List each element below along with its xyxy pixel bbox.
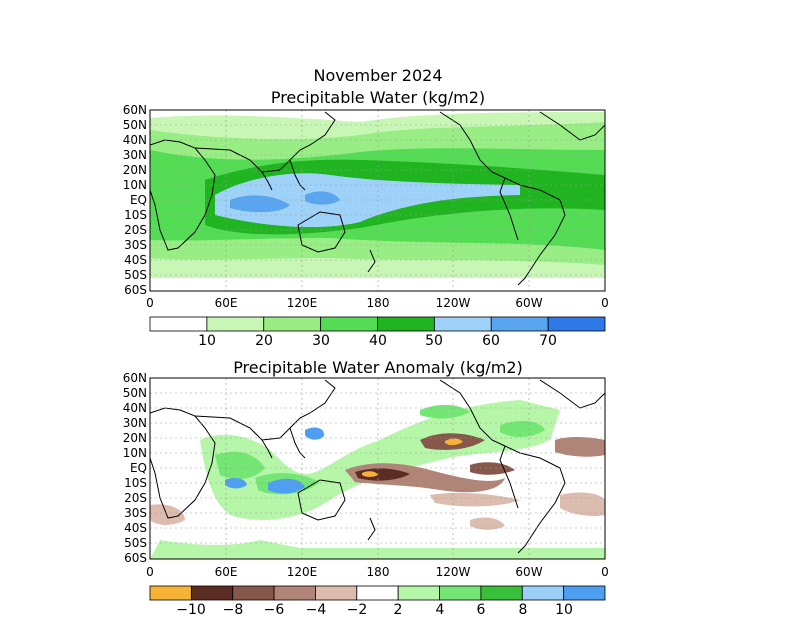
- lat-label: 30N: [123, 416, 147, 430]
- lat-label: 30S: [124, 238, 147, 252]
- panel2-lon-labels: 0 60E 120E 180 120W 60W 0: [146, 565, 609, 579]
- colorbar2-swatch: [397, 585, 440, 601]
- colorbar2-swatch: [190, 585, 234, 601]
- lat-label: EQ: [130, 193, 147, 207]
- lat-label: 50S: [124, 268, 147, 282]
- panel2-coastlines: [150, 379, 605, 554]
- lon-label: 60E: [215, 565, 238, 579]
- panel1-map: [149, 109, 606, 292]
- lat-label: 40S: [124, 521, 147, 535]
- colorbar1-swatch: [149, 316, 208, 332]
- lat-label: 10S: [124, 208, 147, 222]
- panel1-grid: [150, 110, 605, 291]
- lat-label: 50N: [123, 118, 147, 132]
- colorbar2-swatch: [439, 585, 482, 601]
- panel1-lon-labels: 0 60E 120E 180 120W 60W 0: [146, 296, 609, 310]
- lon-label: 60W: [515, 296, 542, 310]
- colorbar1-label: 40: [369, 333, 387, 349]
- lon-label: 120E: [287, 565, 318, 579]
- colorbar2-label: 8: [519, 602, 528, 618]
- panel2-field: [150, 400, 605, 559]
- colorbar2-swatch: [356, 585, 399, 601]
- colorbar2-labels: −10 −8 −6 −4 −2 2 4 6 8 10: [176, 602, 573, 618]
- figure-title: November 2024: [313, 66, 442, 85]
- lat-label: EQ: [130, 461, 147, 475]
- lat-label: 20S: [124, 223, 147, 237]
- lon-label: 180: [367, 565, 390, 579]
- lat-label: 10S: [124, 476, 147, 490]
- colorbar1-swatch: [320, 316, 378, 332]
- lat-label: 10N: [123, 178, 147, 192]
- colorbar2-label: 2: [394, 602, 403, 618]
- colorbar1-swatch: [377, 316, 435, 332]
- colorbar1: [149, 316, 606, 332]
- colorbar2-label: 10: [555, 602, 573, 618]
- colorbar1-label: 70: [539, 333, 557, 349]
- lat-label: 60S: [124, 551, 147, 565]
- colorbar1-swatch: [263, 316, 322, 332]
- panel2-lat-labels: 60N 50N 40N 30N 20N 10N EQ 10S 20S 30S 4…: [123, 371, 147, 565]
- colorbar2-swatch: [149, 585, 192, 601]
- lat-label: 40N: [123, 401, 147, 415]
- lat-label: 50N: [123, 386, 147, 400]
- colorbar1-swatch: [206, 316, 265, 332]
- colorbar1-labels: 10 20 30 40 50 60 70: [198, 333, 557, 349]
- panel1-title: Precipitable Water (kg/m2): [271, 88, 485, 107]
- colorbar2-swatch: [521, 585, 565, 601]
- colorbar1-label: 50: [425, 333, 443, 349]
- panel1-field: [150, 112, 605, 278]
- colorbar2-label: −2: [347, 602, 368, 618]
- colorbar1-swatch: [547, 316, 606, 332]
- colorbar1-label: 30: [312, 333, 330, 349]
- colorbar1-swatch: [433, 316, 492, 332]
- lon-label: 0: [601, 565, 609, 579]
- colorbar2-label: 6: [477, 602, 486, 618]
- panel1-lat-labels: 60N 50N 40N 30N 20N 10N EQ 10S 20S 30S 4…: [123, 103, 147, 297]
- lat-label: 30S: [124, 506, 147, 520]
- colorbar1-label: 10: [198, 333, 216, 349]
- colorbar2-label: −10: [176, 602, 206, 618]
- lat-label: 60N: [123, 103, 147, 117]
- lon-label: 60E: [215, 296, 238, 310]
- lat-label: 40N: [123, 133, 147, 147]
- lon-label: 0: [601, 296, 609, 310]
- lat-label: 10N: [123, 446, 147, 460]
- colorbar2-swatch: [480, 585, 523, 601]
- lat-label: 60N: [123, 371, 147, 385]
- lat-label: 20N: [123, 431, 147, 445]
- lat-label: 50S: [124, 536, 147, 550]
- lat-label: 60S: [124, 283, 147, 297]
- lat-label: 30N: [123, 148, 147, 162]
- lat-label: 20N: [123, 163, 147, 177]
- colorbar2-label: −8: [223, 602, 244, 618]
- colorbar2-swatch: [273, 585, 316, 601]
- colorbar1-label: 20: [255, 333, 273, 349]
- colorbar1-label: 60: [482, 333, 500, 349]
- colorbar2-label: −6: [264, 602, 285, 618]
- lon-label: 60W: [515, 565, 542, 579]
- colorbar1-swatch: [490, 316, 549, 332]
- lon-label: 120W: [436, 296, 471, 310]
- colorbar2-label: 4: [436, 602, 445, 618]
- colorbar2-swatch: [232, 585, 275, 601]
- panel2-title: Precipitable Water Anomaly (kg/m2): [233, 358, 523, 377]
- lon-label: 120W: [436, 565, 471, 579]
- panel2-grid: [150, 378, 605, 559]
- lat-label: 40S: [124, 253, 147, 267]
- colorbar2-swatch: [563, 585, 606, 601]
- lon-label: 0: [146, 296, 154, 310]
- panel2-map: [149, 377, 606, 560]
- lon-label: 120E: [287, 296, 318, 310]
- colorbar2-swatch: [315, 585, 358, 601]
- lon-label: 0: [146, 565, 154, 579]
- colorbar2-label: −4: [306, 602, 327, 618]
- lon-label: 180: [367, 296, 390, 310]
- lat-label: 20S: [124, 491, 147, 505]
- colorbar2: [149, 585, 606, 601]
